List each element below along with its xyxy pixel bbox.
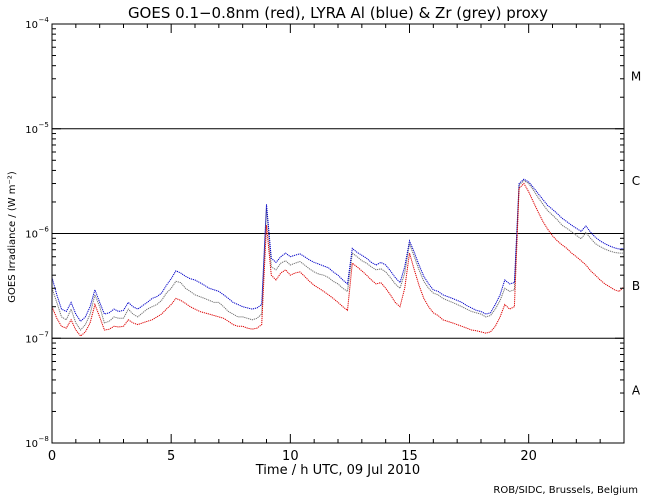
x-tick-label: 10 xyxy=(282,449,299,464)
series-line xyxy=(51,178,625,323)
flare-class-label: C xyxy=(632,174,640,188)
y-tick-label: 10 xyxy=(25,20,38,31)
flare-class-label: B xyxy=(632,279,640,293)
y-tick-exponent: −6 xyxy=(39,226,50,234)
y-tick-exponent: −5 xyxy=(39,121,49,129)
series-line xyxy=(51,182,625,337)
x-axis-label: Time / h UTC, 09 Jul 2010 xyxy=(255,463,420,478)
y-axis-label: GOES Irradiance / (W m⁻²) xyxy=(7,171,18,303)
x-tick-label: 20 xyxy=(520,449,537,464)
y-tick-label: 10 xyxy=(25,125,38,136)
y-tick-label: 10 xyxy=(25,334,38,345)
data-series xyxy=(51,178,625,337)
x-tick-label: 5 xyxy=(167,449,175,464)
y-tick-exponent: −7 xyxy=(39,330,49,338)
credit-text: ROB/SIDC, Brussels, Belgium xyxy=(493,485,638,496)
flare-class-label: M xyxy=(631,69,641,83)
series-line xyxy=(51,179,624,331)
y-tick-label: 10 xyxy=(25,439,38,450)
flare-class-label: A xyxy=(632,384,641,398)
y-tick-exponent: −4 xyxy=(39,16,50,24)
x-tick-label: 15 xyxy=(401,449,418,464)
x-tick-label: 0 xyxy=(48,449,56,464)
y-tick-exponent: −8 xyxy=(39,435,49,443)
y-tick-label: 10 xyxy=(25,230,38,241)
axis-ticks xyxy=(51,23,624,444)
chart-title: GOES 0.1−0.8nm (red), LYRA Al (blue) & Z… xyxy=(128,4,548,22)
class-threshold-lines xyxy=(52,128,624,339)
